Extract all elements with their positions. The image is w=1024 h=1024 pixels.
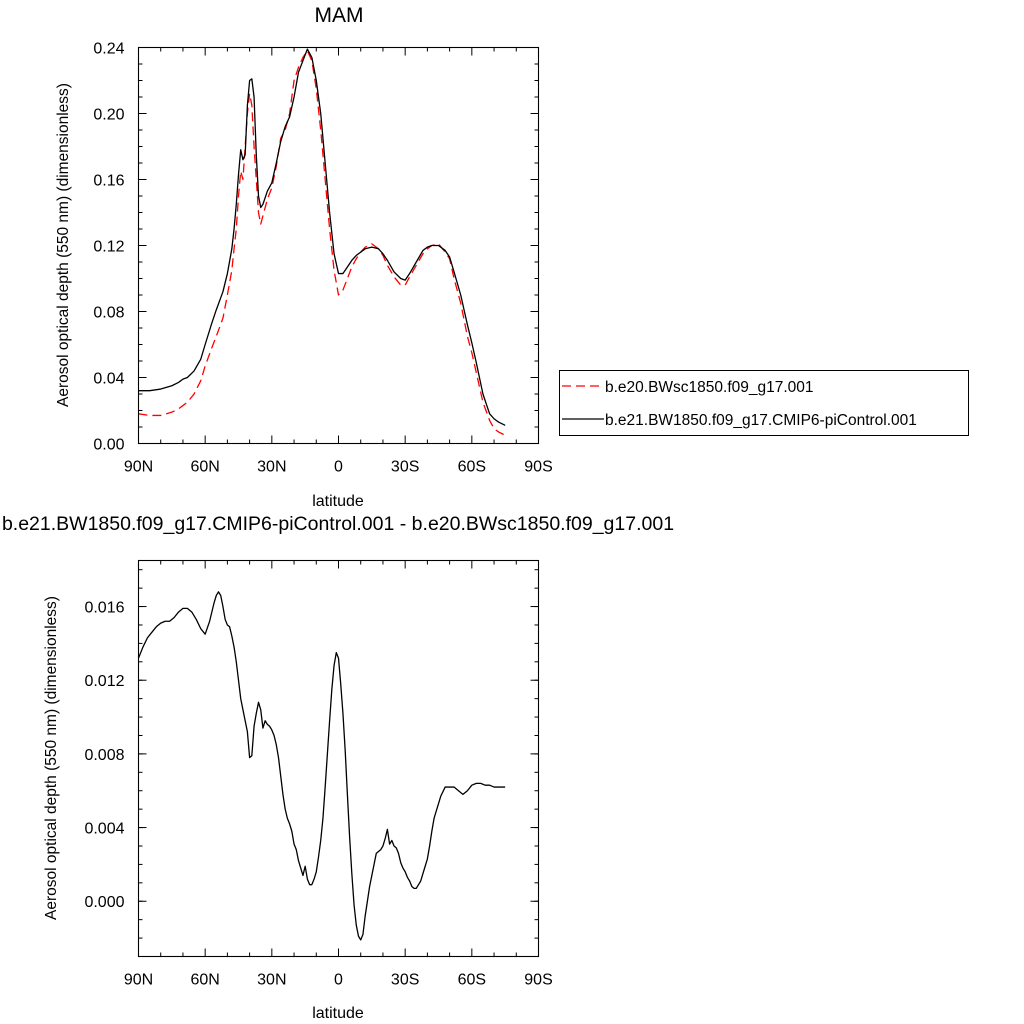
bottom-chart-frame [137,559,540,958]
top-chart-x-tick-label: 60S [458,459,486,476]
top-chart-y-tick-label: 0.24 [93,41,124,58]
top-chart-y-tick-labels: 0.00 0.04 0.08 0.12 0.16 0.20 0.24 [93,41,124,454]
bottom-chart-x-tick-label: 90S [524,972,552,989]
top-chart-series-line-1 [138,50,506,436]
top-chart-y-tick-label: 0.16 [93,173,124,190]
bottom-chart-y-tick-label: 0.008 [84,747,124,764]
bottom-chart-grid-ticks [138,560,539,957]
top-chart-x-tick-label: 60N [190,459,219,476]
top-chart-y-tick-label: 0.04 [93,371,124,388]
top-chart-series-line-2 [138,48,506,426]
legend-box [559,370,969,436]
legend: b.e20.BWsc1850.f09_g17.001 b.e21.BW1850.… [559,370,969,436]
top-chart-frame [137,46,540,445]
bottom-chart-y-tick-label: 0.000 [84,894,124,911]
legend-label-series-2: b.e21.BW1850.f09_g17.CMIP6-piControl.001 [605,412,917,429]
bottom-chart-y-tick-label: 0.012 [84,673,124,690]
bottom-chart-plot-area [137,591,506,941]
bottom-chart-x-tick-label: 60N [190,972,219,989]
bottom-chart-y-tick-label: 0.016 [84,600,124,617]
top-chart-y-axis-label: Aerosol optical depth (550 nm) (dimensio… [55,83,72,407]
top-chart-x-axis-label: latitude [312,493,364,510]
top-chart-x-tick-label: 90S [524,459,552,476]
top-chart: MAM 0.00 0.04 0.08 0.12 0.16 0.20 0.24 90N 60N 3… [55,4,969,510]
top-chart-x-tick-labels: 90N 60N 30N 0 30S 60S 90S [124,459,553,476]
bottom-chart-series-line-1 [137,591,506,941]
legend-label-series-1: b.e20.BWsc1850.f09_g17.001 [605,379,814,396]
top-chart-y-tick-label: 0.12 [93,239,124,256]
top-chart-title: MAM [315,4,364,27]
bottom-chart-x-tick-label: 30S [391,972,419,989]
top-chart-x-tick-label: 30S [391,459,419,476]
bottom-chart-x-tick-label: 0 [334,972,343,989]
top-chart-y-tick-label: 0.00 [93,437,124,454]
bottom-chart-title: b.e21.BW1850.f09_g17.CMIP6-piControl.001… [2,513,674,535]
top-chart-y-tick-label: 0.20 [93,107,124,124]
bottom-chart: b.e21.BW1850.f09_g17.CMIP6-piControl.001… [2,513,674,1022]
top-chart-x-tick-label: 90N [124,459,153,476]
top-chart-y-tick-label: 0.08 [93,305,124,322]
bottom-chart-y-tick-label: 0.004 [84,821,124,838]
bottom-chart-x-tick-label: 90N [124,972,153,989]
bottom-chart-y-axis-label: Aerosol optical depth (550 nm) (dimensio… [43,596,60,920]
bottom-chart-y-tick-labels: 0.000 0.004 0.008 0.012 0.016 [84,600,124,912]
bottom-chart-x-tick-label: 60S [458,972,486,989]
bottom-chart-x-tick-label: 30N [257,972,286,989]
top-chart-x-tick-label: 30N [257,459,286,476]
top-chart-x-tick-label: 0 [334,459,343,476]
bottom-chart-x-tick-labels: 90N 60N 30N 0 30S 60S 90S [124,972,553,989]
top-chart-plot-area [138,48,506,436]
bottom-chart-x-axis-label: latitude [312,1005,364,1022]
